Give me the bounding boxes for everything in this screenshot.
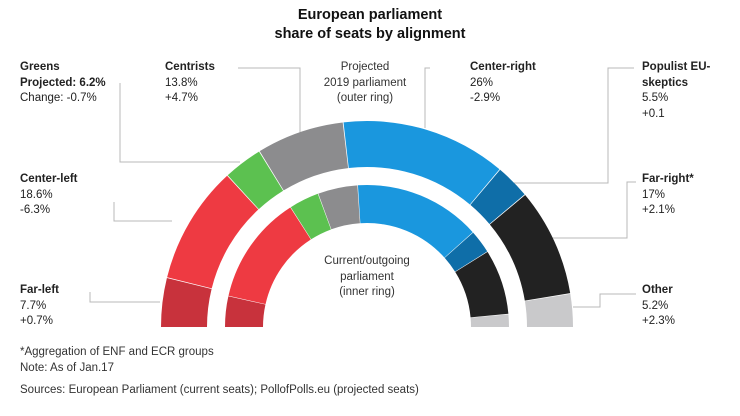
leader-center-right xyxy=(424,67,430,128)
label-other-value: 5.2% xyxy=(642,299,669,312)
label-far-left-name: Far-left xyxy=(20,284,59,296)
inner-segment-far-left xyxy=(225,296,266,327)
leader-center-left xyxy=(113,202,172,222)
outer-segment-centrists xyxy=(259,122,349,191)
inner-ring-note-line2: parliament xyxy=(340,270,394,283)
leader-centrists xyxy=(238,67,301,150)
label-centrists-value: 13.8% xyxy=(165,76,198,89)
label-far-right-name: Far-right* xyxy=(642,173,694,185)
outer-segment-far-left xyxy=(161,278,212,327)
inner-segment-center-right xyxy=(357,185,473,258)
inner-segment-center-left xyxy=(228,207,311,305)
label-center-left: Center-left 18.6% -6.3% xyxy=(20,172,78,219)
outer-segment-greens xyxy=(227,151,284,210)
label-center-right-change: -2.9% xyxy=(470,92,501,104)
label-centrists-name: Centrists xyxy=(165,61,215,73)
label-populist-change: +0.1 xyxy=(642,107,665,120)
inner-segment-far-right xyxy=(455,251,509,318)
label-center-left-change: -6.3% xyxy=(20,204,51,216)
outer-segment-other xyxy=(524,293,573,327)
label-greens-change: Change: -0.7% xyxy=(20,92,97,104)
label-center-right-value: 26% xyxy=(470,76,494,89)
chart-title-line1: European parliament xyxy=(297,7,443,23)
leader-greens xyxy=(119,83,240,163)
leader-far-left xyxy=(89,292,160,303)
outer-segment-center-right xyxy=(343,120,500,205)
label-populist: Populist EU-skeptics 5.5% +0.1 xyxy=(642,60,738,122)
label-greens-name: Greens xyxy=(20,61,60,73)
leader-populist xyxy=(514,67,634,184)
label-far-left-change: +0.7% xyxy=(20,315,53,327)
footnote-aggregation: *Aggregation of ENF and ECR groups xyxy=(20,346,214,358)
label-center-right: Center-right 26% -2.9% xyxy=(470,60,536,107)
label-centrists-change: +4.7% xyxy=(165,92,198,104)
label-other: Other 5.2% +2.3% xyxy=(642,283,675,330)
outer-ring-note-line3: (outer ring) xyxy=(336,92,394,104)
label-far-right-change: +2.1% xyxy=(642,204,675,216)
inner-segment-greens xyxy=(290,193,331,240)
outer-ring-note-line2: 2019 parliament xyxy=(323,76,407,89)
inner-ring-note-line3: (inner ring) xyxy=(339,286,395,298)
outer-segment-populist-eu-skeptics xyxy=(470,169,525,224)
outer-ring-note-line1: Projected xyxy=(340,61,390,73)
label-other-change: +2.3% xyxy=(642,315,675,327)
leader-far-right xyxy=(550,181,636,239)
outer-ring-note: Projected 2019 parliament (outer ring) xyxy=(300,60,430,107)
leader-lines xyxy=(89,67,636,308)
label-center-right-name: Center-right xyxy=(470,61,536,73)
outer-segment-center-left xyxy=(167,175,259,289)
footnote-sources: Sources: European Parliament (current se… xyxy=(20,384,419,396)
inner-segment-other xyxy=(470,314,509,327)
label-far-right-value: 17% xyxy=(642,188,666,201)
label-far-left: Far-left 7.7% +0.7% xyxy=(20,283,59,330)
chart-title: European parliament share of seats by al… xyxy=(0,6,740,44)
label-populist-value: 5.5% xyxy=(642,92,669,104)
inner-segment-populist-eu-skeptics xyxy=(444,232,488,272)
label-center-left-value: 18.6% xyxy=(20,188,53,201)
outer-ring-projected xyxy=(161,120,573,327)
footnote-date: Note: As of Jan.17 xyxy=(20,362,114,374)
inner-ring-note: Current/outgoing parliament (inner ring) xyxy=(300,254,434,301)
inner-ring-current xyxy=(225,185,509,327)
label-far-right: Far-right* 17% +2.1% xyxy=(642,172,694,219)
label-populist-name: Populist EU-skeptics xyxy=(642,61,711,89)
label-center-left-name: Center-left xyxy=(20,173,78,185)
inner-segment-centrists xyxy=(318,185,360,230)
label-greens: Greens Projected: 6.2% Change: -0.7% xyxy=(20,60,106,107)
label-greens-value: Projected: 6.2% xyxy=(20,76,106,89)
leader-other xyxy=(573,293,636,308)
label-far-left-value: 7.7% xyxy=(20,299,47,312)
label-other-name: Other xyxy=(642,284,673,296)
label-centrists: Centrists 13.8% +4.7% xyxy=(165,60,215,107)
chart-subtitle: share of seats by alignment xyxy=(274,26,466,42)
inner-ring-note-line1: Current/outgoing xyxy=(324,255,410,267)
outer-segment-far-right xyxy=(489,195,571,301)
